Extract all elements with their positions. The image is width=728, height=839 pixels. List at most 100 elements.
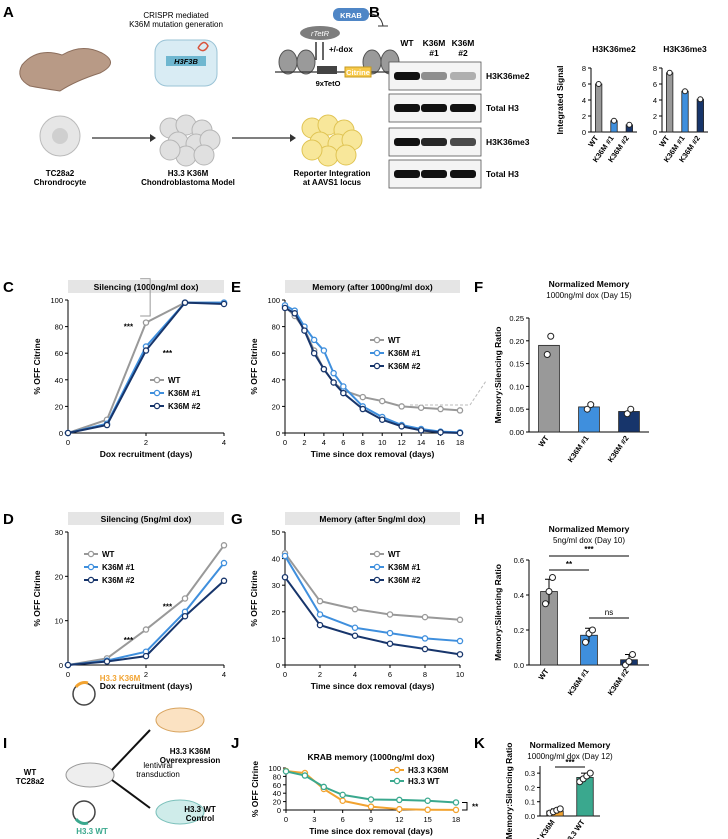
blot-label: H3K36me3 <box>486 137 530 147</box>
blot-band <box>394 170 420 178</box>
k36m-plasmid-insert <box>74 681 89 689</box>
legend-marker <box>153 389 161 397</box>
legend-marker <box>87 576 95 584</box>
data-point <box>291 310 298 317</box>
data-point <box>316 621 324 629</box>
wt-plasmid-insert <box>74 817 89 825</box>
y-tick-label: 0.3 <box>525 769 535 778</box>
data-point <box>181 612 189 620</box>
data-point <box>310 349 318 357</box>
arrowhead-2 <box>290 134 296 142</box>
x-axis-label: Dox recruitment (days) <box>100 449 193 459</box>
lane-label: WT <box>400 38 414 48</box>
category-label: H3.3 K36M <box>528 818 557 839</box>
blot-band <box>450 138 476 146</box>
series-line <box>284 307 461 434</box>
data-point <box>456 429 464 437</box>
y-tick-label: 100 <box>50 296 63 305</box>
data-point <box>386 629 394 637</box>
data-point <box>281 573 289 581</box>
replicate-point <box>545 588 553 595</box>
data-point <box>142 652 150 660</box>
data-point <box>421 613 429 621</box>
data-point <box>181 595 189 602</box>
blot-band <box>394 72 420 80</box>
legend-marker <box>153 402 161 410</box>
legend-label: H3.3 WT <box>408 777 440 786</box>
bracket <box>140 278 151 317</box>
data-point <box>142 626 150 633</box>
wt-dish-caption: H3.3 WT Control <box>184 805 216 823</box>
chart-title: Silencing (1000ng/ml dox) <box>94 282 199 292</box>
category-label: K36M #2 <box>606 434 631 464</box>
bar <box>538 344 560 433</box>
zoom-guide <box>410 380 487 406</box>
x-tick-label: 18 <box>456 438 464 447</box>
y-tick-label: 2 <box>653 112 657 121</box>
blot-band <box>394 104 420 112</box>
panel-letter-B: B <box>369 4 380 21</box>
blot-band <box>450 170 476 178</box>
legend-label: H3.3 K36M <box>408 766 449 775</box>
x-tick-label: 0 <box>66 670 70 679</box>
y-tick-label: 60 <box>55 349 63 358</box>
data-point <box>351 624 359 632</box>
y-tick-label: 80 <box>272 323 280 332</box>
legend-label: K36M #2 <box>388 362 421 371</box>
blot-label: H3K36me2 <box>486 71 530 81</box>
y-axis-label: Memory:Silencing Ratio <box>493 564 503 661</box>
wt-dish-icon <box>155 799 205 825</box>
source-dish-icon <box>65 762 115 788</box>
y-tick-label: 30 <box>55 528 63 537</box>
data-point <box>316 611 324 618</box>
chart-subtitle: 1000ng/ml dox (Day 12) <box>527 752 613 761</box>
panel-letter-K: K <box>474 735 485 752</box>
legend-label: K36M #2 <box>388 576 421 585</box>
legend-marker <box>87 563 95 571</box>
bar <box>696 98 704 133</box>
replicate-point <box>543 350 551 358</box>
blot-band <box>421 104 447 112</box>
legend-label: WT <box>168 376 181 385</box>
y-axis-label: Memory:Silencing Ratio <box>493 327 503 424</box>
data-point <box>339 797 346 805</box>
static-art: A B C D E F G H I J K H3F3B CRISPR mediated K36M muta… <box>3 4 530 836</box>
significance-label: *** <box>124 322 134 331</box>
x-axis-label: Time since dox removal (days) <box>311 449 435 459</box>
legend-label: K36M #1 <box>102 563 135 572</box>
y-tick-label: 20 <box>272 402 280 411</box>
cell-cluster-icon <box>159 139 181 161</box>
x-tick-label: 0 <box>284 815 288 824</box>
replicate-point <box>582 638 589 646</box>
replicate-point <box>626 121 633 128</box>
rtetr-label: rTetR <box>311 29 330 38</box>
panel-letter-J: J <box>231 735 239 752</box>
series-line <box>284 552 461 621</box>
data-point <box>424 806 431 814</box>
data-point <box>320 783 328 791</box>
title-box <box>285 280 460 293</box>
x-tick-label: 9 <box>369 815 373 824</box>
data-point <box>398 423 405 430</box>
teto-label: 9xTetO <box>316 79 341 88</box>
y-tick-label: 8 <box>582 64 586 73</box>
y-tick-label: 0.25 <box>509 314 524 323</box>
replicate-point <box>556 805 564 813</box>
chart-subtitle: 1000ng/ml dox (Day 15) <box>546 291 632 300</box>
legend-marker <box>87 550 95 558</box>
x-tick-label: 6 <box>341 815 345 824</box>
data-point <box>421 635 429 642</box>
data-point <box>437 405 444 413</box>
y-tick-label: 40 <box>272 555 280 564</box>
data-point <box>378 416 386 423</box>
significance-label: *** <box>163 603 173 612</box>
y-tick-label: 30 <box>272 581 280 590</box>
chart-title: Silencing (5ng/ml dox) <box>101 514 192 524</box>
data-point <box>282 768 290 775</box>
arrow-to-wt <box>111 779 151 809</box>
x-axis-label: Time since dox removal (days) <box>311 681 435 691</box>
legend-marker <box>373 349 381 357</box>
y-tick-label: 40 <box>55 376 63 385</box>
replicate-point <box>629 651 636 658</box>
krab-shape <box>333 8 369 21</box>
